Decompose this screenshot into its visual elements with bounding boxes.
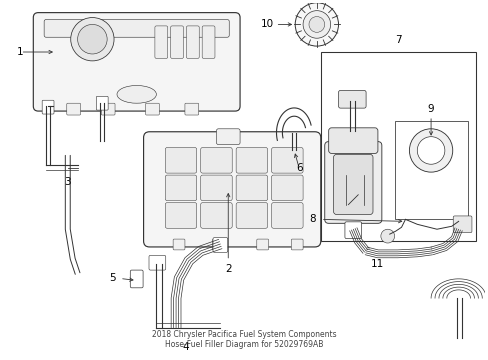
Circle shape [308,17,324,32]
Text: 2018 Chrysler Pacifica Fuel System Components
Hose-Fuel Filler Diagram for 52029: 2018 Chrysler Pacifica Fuel System Compo… [151,330,336,349]
FancyBboxPatch shape [236,203,267,228]
FancyBboxPatch shape [452,216,471,233]
FancyBboxPatch shape [186,26,199,58]
Text: 3: 3 [64,177,71,187]
FancyBboxPatch shape [200,203,232,228]
FancyBboxPatch shape [67,103,81,115]
FancyBboxPatch shape [149,255,165,270]
FancyBboxPatch shape [271,148,303,173]
FancyBboxPatch shape [200,175,232,201]
FancyBboxPatch shape [165,175,196,201]
FancyBboxPatch shape [202,26,215,58]
Circle shape [380,229,394,243]
FancyBboxPatch shape [291,239,303,250]
Text: 7: 7 [394,35,401,45]
FancyBboxPatch shape [165,203,196,228]
FancyBboxPatch shape [165,148,196,173]
FancyBboxPatch shape [184,103,198,115]
FancyBboxPatch shape [324,141,381,223]
FancyBboxPatch shape [344,222,361,239]
FancyBboxPatch shape [42,100,54,114]
FancyBboxPatch shape [271,175,303,201]
Text: 1: 1 [17,47,24,57]
Text: 4: 4 [182,342,189,352]
Text: 5: 5 [108,274,115,283]
FancyBboxPatch shape [236,148,267,173]
Circle shape [295,3,338,46]
FancyBboxPatch shape [170,26,183,58]
FancyBboxPatch shape [101,103,115,115]
FancyBboxPatch shape [200,148,232,173]
FancyBboxPatch shape [271,203,303,228]
FancyBboxPatch shape [145,103,159,115]
FancyBboxPatch shape [333,154,372,215]
Circle shape [78,24,107,54]
FancyBboxPatch shape [213,238,227,252]
FancyBboxPatch shape [44,19,229,37]
FancyBboxPatch shape [33,13,240,111]
FancyBboxPatch shape [155,26,167,58]
FancyBboxPatch shape [338,90,366,108]
Circle shape [408,129,452,172]
Text: 10: 10 [261,19,274,30]
Text: 9: 9 [427,104,433,114]
FancyBboxPatch shape [256,239,268,250]
Bar [394,121,467,219]
Text: 6: 6 [295,163,302,173]
Bar [320,52,475,241]
FancyBboxPatch shape [143,132,320,247]
Circle shape [71,18,114,61]
FancyBboxPatch shape [96,96,108,110]
FancyBboxPatch shape [236,175,267,201]
FancyBboxPatch shape [130,270,143,288]
FancyBboxPatch shape [173,239,184,250]
Text: 2: 2 [224,264,231,274]
Text: 8: 8 [309,215,316,224]
Text: 11: 11 [370,259,384,269]
Circle shape [303,11,330,38]
FancyBboxPatch shape [328,128,377,153]
Circle shape [416,137,444,164]
FancyBboxPatch shape [216,129,240,145]
Ellipse shape [117,85,156,103]
FancyBboxPatch shape [212,239,224,250]
